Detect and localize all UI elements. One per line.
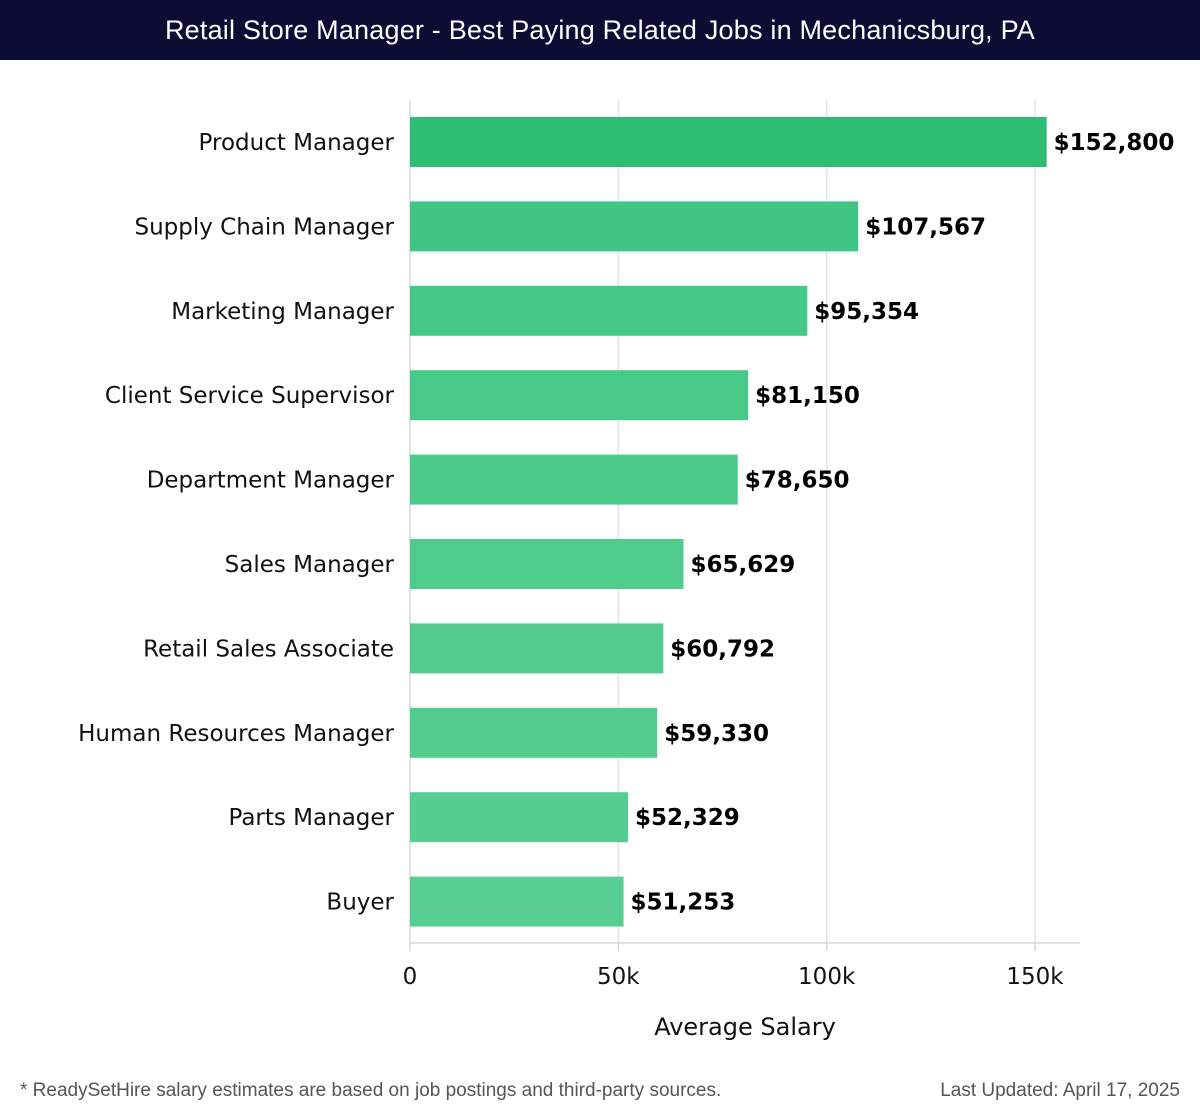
category-label: Supply Chain Manager: [134, 214, 394, 240]
chart-title: Retail Store Manager - Best Paying Relat…: [164, 14, 1036, 45]
x-tick-label: 150k: [1006, 964, 1064, 990]
x-tick-label: 100k: [798, 964, 856, 990]
bar: [410, 285, 808, 336]
value-label: $81,150: [755, 383, 860, 409]
bar: [410, 707, 658, 758]
value-label: $107,567: [865, 214, 986, 240]
category-label: Retail Sales Associate: [143, 636, 394, 662]
footer-note: * ReadySetHire salary estimates are base…: [20, 1080, 722, 1101]
category-label: Parts Manager: [228, 805, 394, 831]
x-axis-label: Average Salary: [654, 1013, 836, 1041]
value-label: $59,330: [664, 721, 769, 747]
category-label: Marketing Manager: [171, 299, 394, 325]
category-label: Product Manager: [199, 130, 395, 156]
category-label: Sales Manager: [225, 552, 395, 578]
bar: [410, 539, 684, 589]
x-tick-label: 0: [403, 964, 418, 990]
category-label: Department Manager: [147, 468, 395, 494]
value-label: $65,629: [690, 552, 795, 578]
bar: [410, 117, 1047, 167]
value-label: $152,800: [1054, 130, 1175, 156]
value-label: $52,329: [635, 805, 740, 831]
category-label: Human Resources Manager: [78, 721, 394, 747]
bar-chart: Product Manager $152,800 Supply Chain Mana…: [78, 100, 1175, 1041]
value-label: $95,354: [814, 299, 919, 325]
value-label: $51,253: [631, 890, 736, 916]
last-updated: Last Updated: April 17, 2025: [940, 1080, 1180, 1101]
bar: [410, 792, 629, 843]
category-label: Buyer: [326, 890, 394, 916]
x-tick-label: 50k: [597, 964, 640, 990]
bar: [410, 454, 738, 505]
bar: [410, 623, 664, 674]
chart-header: Retail Store Manager - Best Paying Relat…: [0, 0, 1200, 60]
bar: [410, 201, 859, 252]
bar: [410, 370, 749, 421]
bar: [410, 876, 624, 927]
category-label: Client Service Supervisor: [105, 383, 395, 409]
value-label: $78,650: [745, 468, 850, 494]
value-label: $60,792: [670, 636, 775, 662]
